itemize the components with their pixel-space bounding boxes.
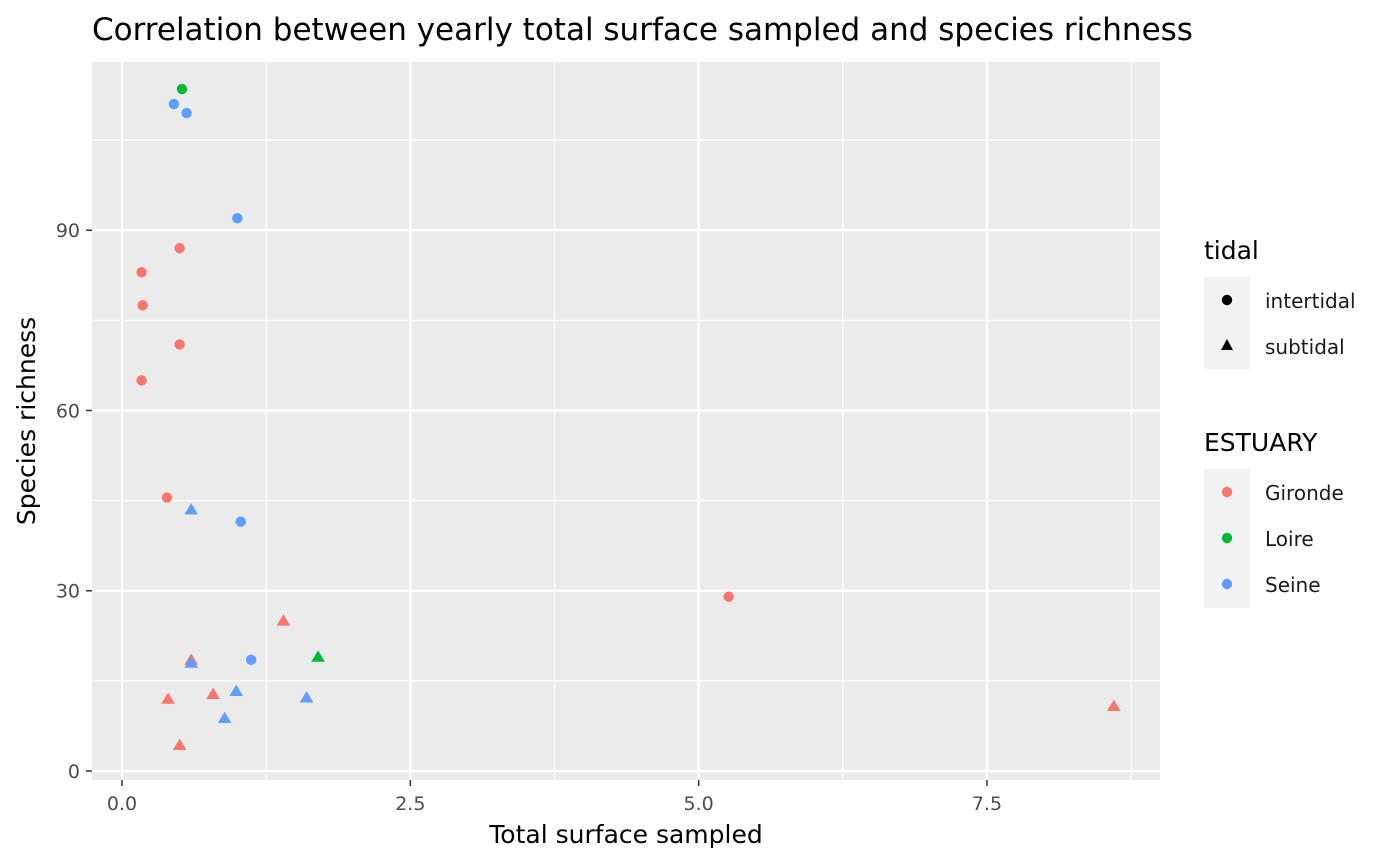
point-seine-intertidal bbox=[181, 107, 192, 119]
legend-triangle-key bbox=[1221, 339, 1233, 350]
point-gironde-intertidal bbox=[174, 243, 185, 254]
point-gironde-intertidal bbox=[136, 375, 147, 386]
point-gironde-intertidal bbox=[723, 591, 734, 602]
x-axis-ticks: 0.0 2.5 5.0 7.5 bbox=[107, 780, 1002, 815]
legend-tidal: tidal intertidal subtidal bbox=[1204, 236, 1356, 369]
point-gironde-subtidal bbox=[206, 687, 220, 699]
point-seine-intertidal bbox=[168, 98, 180, 110]
point-seine-intertidal bbox=[245, 654, 257, 666]
legend-label-intertidal: intertidal bbox=[1265, 289, 1356, 313]
legend-estuary-title: ESTUARY bbox=[1204, 428, 1318, 457]
point-gironde-intertidal bbox=[137, 300, 148, 311]
grid-minor bbox=[92, 62, 1160, 780]
legend-label-loire: Loire bbox=[1265, 527, 1314, 551]
legend-tidal-title: tidal bbox=[1204, 236, 1259, 265]
chart-title: Correlation between yearly total surface… bbox=[92, 12, 1193, 48]
point-seine-subtidal bbox=[229, 684, 243, 696]
y-tick-label: 60 bbox=[56, 400, 80, 422]
y-axis-title: Species richness bbox=[12, 317, 41, 525]
point-seine-subtidal bbox=[299, 691, 314, 703]
point-seine-subtidal bbox=[184, 503, 199, 515]
point-gironde-subtidal bbox=[172, 738, 187, 751]
y-tick-label: 90 bbox=[56, 220, 80, 242]
x-tick-label: 0.0 bbox=[107, 793, 137, 815]
y-tick-label: 30 bbox=[56, 581, 80, 603]
point-loire-subtidal bbox=[311, 650, 325, 662]
x-tick-label: 5.0 bbox=[684, 793, 714, 815]
legend-estuary: ESTUARY Gironde Loire Seine bbox=[1204, 428, 1344, 608]
legend-label-subtidal: subtidal bbox=[1265, 335, 1345, 359]
point-loire-intertidal bbox=[176, 83, 188, 95]
legend-label-seine: Seine bbox=[1265, 573, 1321, 597]
legend-seine-key bbox=[1221, 578, 1233, 590]
x-tick-label: 7.5 bbox=[972, 793, 1002, 815]
legend-circle-key bbox=[1221, 294, 1233, 306]
point-seine-subtidal bbox=[217, 711, 232, 723]
point-gironde-intertidal bbox=[174, 339, 185, 350]
plot-panel bbox=[92, 62, 1160, 780]
x-axis-title: Total surface sampled bbox=[488, 820, 762, 849]
y-axis-ticks: 0 30 60 90 bbox=[56, 220, 92, 783]
point-gironde-subtidal bbox=[276, 614, 291, 626]
point-gironde-subtidal bbox=[161, 692, 175, 704]
point-seine-subtidal bbox=[184, 656, 199, 668]
point-seine-intertidal bbox=[235, 516, 246, 527]
point-seine-intertidal bbox=[232, 213, 243, 224]
legend-gironde-key bbox=[1221, 486, 1233, 498]
x-tick-label: 2.5 bbox=[395, 793, 425, 815]
legend-loire-key bbox=[1221, 532, 1233, 544]
point-gironde-intertidal bbox=[161, 492, 173, 503]
point-gironde-intertidal bbox=[136, 267, 147, 278]
legend-tidal-key-background bbox=[1204, 277, 1250, 369]
data-points bbox=[136, 83, 1121, 751]
y-tick-label: 0 bbox=[68, 761, 80, 783]
legend-label-gironde: Gironde bbox=[1265, 481, 1344, 505]
grid-major bbox=[92, 62, 1160, 780]
point-gironde-subtidal bbox=[1107, 699, 1121, 711]
